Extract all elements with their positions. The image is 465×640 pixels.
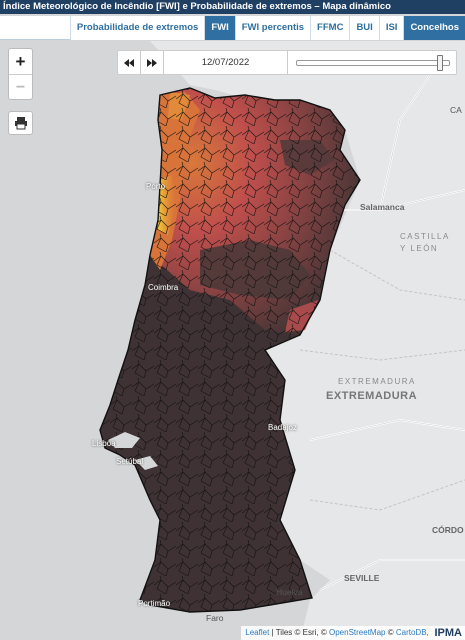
label-castilla: CASTILLA [400,232,450,241]
ipma-logo: IPMA [434,627,463,639]
print-button[interactable] [8,111,33,135]
label-lisboa: Lisboa [92,439,116,448]
label-porto: Porto [146,182,166,191]
label-castilla-2: Y LEÓN [400,244,439,253]
zoom-control: + − [8,48,33,100]
window-title: Índice Meteorológico de Incêndio [FWI] e… [0,0,465,14]
zoom-out-button[interactable]: − [9,74,32,99]
leaflet-link[interactable]: Leaflet [245,628,270,637]
label-faro: Faro [206,613,224,623]
label-salamanca: Salamanca [360,202,405,212]
play-forward-button[interactable] [141,51,164,74]
label-huelva: Huelva [276,587,303,597]
step-backward-button[interactable] [118,51,141,74]
backward-icon [124,58,134,67]
tab-bar: Probabilidade de extremos FWI FWI percen… [0,16,465,40]
label-setubal: Setúbal [116,457,144,466]
label-badajoz: Badajoz [268,423,297,432]
zoom-in-button[interactable]: + [15,52,26,71]
tab-bui[interactable]: BUI [349,16,379,40]
time-control: 12/07/2022 [117,50,457,75]
tab-isi[interactable]: ISI [378,16,404,40]
map-canvas[interactable]: CA Porto Coimbra Salamanca CASTILLA Y LE… [0,41,465,640]
label-extremadura-region: EXTREMADURA [338,377,416,386]
tab-concelhos[interactable]: Concelhos [403,16,465,40]
tab-ffmc[interactable]: FFMC [310,16,350,40]
label-cordoba: CÓRDO [432,525,464,535]
time-slider[interactable] [288,51,456,74]
basemap-svg [99,41,465,640]
slider-thumb[interactable] [436,55,443,71]
tiles-credit: | Tiles © Esri, © [271,628,327,637]
label-extremadura: EXTREMADURA [326,390,418,402]
tab-fwi[interactable]: FWI [204,16,235,40]
label-sevilla: SEVILLE [344,573,380,583]
printer-icon [14,117,27,130]
label-coimbra: Coimbra [148,283,179,292]
label-portimao: Portimão [138,599,171,608]
tab-probabilidade-extremos[interactable]: Probabilidade de extremos [69,16,205,40]
credit-separator: © [387,628,394,637]
label-ca: CA [450,105,462,115]
spain-land [150,41,465,640]
current-date: 12/07/2022 [164,51,288,74]
map-attribution: Leaflet | Tiles © Esri, © OpenStreetMap … [241,626,465,640]
cartodb-link[interactable]: CartoDB, [395,628,429,637]
tab-fwi-percentis[interactable]: FWI percentis [234,16,311,40]
osm-link[interactable]: OpenStreetMap [329,628,386,637]
slider-track[interactable] [296,60,450,66]
forward-icon [147,58,157,67]
